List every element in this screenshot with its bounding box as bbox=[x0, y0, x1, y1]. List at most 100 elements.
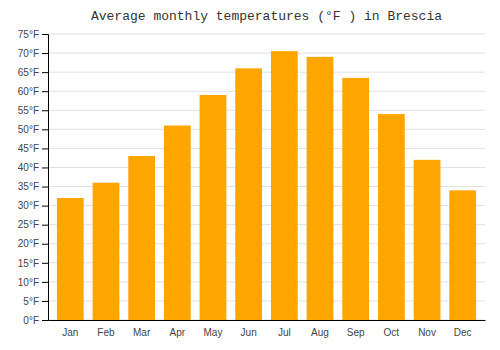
y-tick-label: 20°F bbox=[18, 238, 39, 249]
y-tick-label: 65°F bbox=[18, 67, 39, 78]
bar bbox=[200, 95, 227, 320]
x-tick: Jun bbox=[241, 327, 257, 338]
x-tick: Apr bbox=[170, 327, 186, 338]
x-tick: Oct bbox=[384, 327, 400, 338]
grid-line bbox=[48, 129, 485, 130]
x-tick: May bbox=[204, 327, 223, 338]
plot: 0°F 5°F 10°F 15°F 20°F 25°F 30°F 35°F 40°F 45°F 50… bbox=[18, 29, 486, 338]
y-tick-mark bbox=[42, 225, 48, 226]
x-tick-label: Feb bbox=[97, 327, 115, 338]
x-tick: Jan bbox=[62, 327, 78, 338]
x-tick-label: Jan bbox=[62, 327, 78, 338]
y-tick: 65°F bbox=[18, 67, 48, 78]
y-tick: 25°F bbox=[18, 219, 48, 230]
bar bbox=[93, 183, 120, 320]
y-tick: 30°F bbox=[18, 200, 48, 211]
grid-line bbox=[48, 110, 485, 111]
x-tick-label: Jul bbox=[278, 327, 291, 338]
y-tick: 70°F bbox=[18, 48, 48, 59]
y-tick-mark bbox=[42, 110, 48, 111]
bar bbox=[57, 198, 84, 320]
x-tick: Jul bbox=[278, 327, 291, 338]
y-tick-mark bbox=[42, 72, 48, 73]
x-tick-label: Aug bbox=[311, 327, 329, 338]
x-tick-label: Dec bbox=[454, 327, 472, 338]
y-tick: 10°F bbox=[18, 277, 48, 288]
y-tick-mark bbox=[42, 244, 48, 245]
y-tick-mark bbox=[42, 34, 48, 35]
bar bbox=[307, 57, 334, 320]
x-tick-label: Sep bbox=[347, 327, 365, 338]
bar bbox=[271, 51, 298, 320]
y-axis: 0°F 5°F 10°F 15°F 20°F 25°F 30°F 35°F 40°F 45°F 50… bbox=[18, 29, 49, 326]
y-tick: 35°F bbox=[18, 181, 48, 192]
grid-line bbox=[48, 34, 485, 35]
y-tick-mark bbox=[42, 282, 48, 283]
grid-line bbox=[48, 91, 485, 92]
y-axis-line bbox=[42, 35, 49, 321]
y-tick-mark bbox=[42, 91, 48, 92]
x-axis: Jan Feb Mar Apr May Jun Jul Aug Sep Oct Nov Dec bbox=[49, 321, 486, 339]
y-tick-label: 40°F bbox=[18, 162, 39, 173]
y-tick: 40°F bbox=[18, 162, 48, 173]
y-tick-mark bbox=[42, 148, 48, 149]
grid-line bbox=[48, 148, 485, 149]
y-tick-label: 15°F bbox=[18, 258, 39, 269]
x-tick: Sep bbox=[347, 327, 365, 338]
y-tick: 60°F bbox=[18, 86, 48, 97]
y-tick-mark bbox=[42, 167, 48, 168]
y-tick-label: 55°F bbox=[18, 105, 39, 116]
y-tick-label: 50°F bbox=[18, 124, 39, 135]
y-tick: 55°F bbox=[18, 105, 48, 116]
y-tick-label: 25°F bbox=[18, 219, 39, 230]
x-tick-label: Apr bbox=[170, 327, 186, 338]
y-tick-mark bbox=[42, 263, 48, 264]
y-tick: 20°F bbox=[18, 238, 48, 249]
bar bbox=[414, 160, 441, 320]
y-tick-label: 75°F bbox=[18, 29, 39, 40]
y-tick-label: 0°F bbox=[23, 315, 39, 326]
bar bbox=[378, 114, 405, 320]
bar bbox=[128, 156, 155, 320]
x-tick: Mar bbox=[133, 327, 151, 338]
x-tick-label: Nov bbox=[418, 327, 436, 338]
grid-line bbox=[48, 72, 485, 73]
y-tick: 75°F bbox=[18, 29, 48, 40]
x-tick-label: Oct bbox=[384, 327, 400, 338]
y-tick-mark bbox=[42, 53, 48, 54]
y-tick-mark bbox=[42, 301, 48, 302]
bar bbox=[449, 190, 476, 320]
x-tick: Aug bbox=[311, 327, 329, 338]
y-tick-label: 10°F bbox=[18, 277, 39, 288]
y-tick-label: 35°F bbox=[18, 181, 39, 192]
y-tick-mark bbox=[42, 187, 48, 188]
x-tick: Dec bbox=[454, 327, 472, 338]
y-tick-label: 30°F bbox=[18, 200, 39, 211]
y-tick-label: 45°F bbox=[18, 143, 39, 154]
y-tick-label: 60°F bbox=[18, 86, 39, 97]
y-tick-mark bbox=[42, 206, 48, 207]
x-tick-label: Jun bbox=[241, 327, 257, 338]
y-tick: 45°F bbox=[18, 143, 48, 154]
x-tick-label: Mar bbox=[133, 327, 151, 338]
grid bbox=[48, 34, 485, 320]
x-tick: Nov bbox=[418, 327, 436, 338]
x-tick: Feb bbox=[97, 327, 115, 338]
y-tick: 5°F bbox=[23, 296, 48, 307]
grid-line bbox=[48, 53, 485, 54]
chart: 0°F 5°F 10°F 15°F 20°F 25°F 30°F 35°F 40°F 45°F 50… bbox=[0, 0, 500, 350]
y-tick: 15°F bbox=[18, 258, 48, 269]
y-tick-mark bbox=[42, 320, 48, 321]
y-tick-label: 5°F bbox=[23, 296, 39, 307]
y-tick-label: 70°F bbox=[18, 48, 39, 59]
x-axis-line bbox=[49, 320, 486, 321]
y-tick-mark bbox=[42, 129, 48, 130]
title: Average monthly temperatures (°F ) in Br… bbox=[91, 9, 442, 24]
bar bbox=[342, 78, 369, 320]
y-tick: 0°F bbox=[23, 315, 48, 326]
bar bbox=[235, 68, 262, 320]
bars bbox=[57, 51, 476, 320]
y-tick: 50°F bbox=[18, 124, 48, 135]
x-tick-label: May bbox=[204, 327, 223, 338]
bar bbox=[164, 126, 191, 320]
